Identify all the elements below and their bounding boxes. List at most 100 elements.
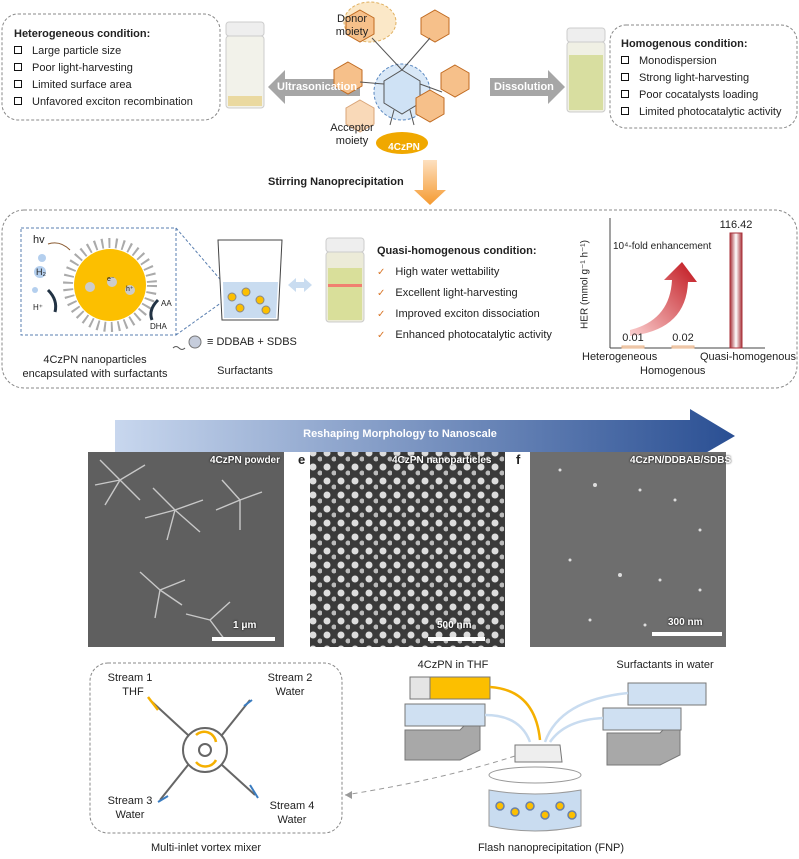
data-label: 0.02 — [672, 332, 694, 344]
4czpn-label: 4CzPN — [388, 142, 420, 153]
homogenous-box — [609, 24, 798, 129]
sem-surfactant-label: 4CzPN/DDBAB/SDBS — [630, 455, 732, 466]
list-item: ✓ Improved exciton dissociation — [377, 308, 540, 320]
data-label: 0.01 — [622, 332, 644, 344]
quasi-list: Quasi-homogenous condition: ✓ High water … — [377, 241, 552, 346]
aa-label: AA — [161, 299, 172, 308]
acceptor-label: Acceptor moiety — [330, 122, 374, 147]
4czpn-powder — [376, 132, 428, 154]
panel-f-label: f — [516, 452, 521, 467]
stream3-label: Stream 3 — [107, 795, 153, 807]
check-icon: ✓ — [377, 330, 386, 341]
stream2-solvent: Water — [275, 686, 305, 698]
sem-nanoparticles-scale: 500 nm — [437, 620, 472, 631]
list-item: ✓ Enhanced photocatalytic activity — [377, 329, 552, 341]
list-item: Unfavored exciton recombination — [14, 94, 193, 111]
heterogeneous-title: Heterogeneous condition: — [14, 28, 151, 40]
stirring-label: Stirring Nanoprecipitation — [268, 176, 404, 188]
nanoparticle — [32, 238, 160, 332]
square-bullet-icon — [14, 97, 22, 105]
stream4-solvent: Water — [277, 814, 307, 826]
vial-heterogeneous — [225, 21, 265, 109]
syringe-water-right1 — [627, 682, 707, 706]
hplus-label: H⁺ — [33, 303, 43, 312]
stream4-label: Stream 4 — [269, 800, 315, 812]
list-item: ✓ High water wettability — [377, 266, 500, 278]
donor-label: Donor moiety — [335, 13, 369, 38]
surfactant-icon — [172, 335, 202, 350]
enhancement-arrow — [630, 262, 697, 336]
sem-powder-label: 4CzPN powder — [210, 455, 281, 466]
list-item: Limited surface area — [14, 77, 193, 94]
dha-label: DHA — [150, 322, 167, 331]
list-item: Poor light-harvesting — [14, 60, 193, 77]
list-item: Poor cocatalysts loading — [621, 87, 781, 104]
vial-quasi — [325, 237, 365, 323]
quasi-title: Quasi-homogenous condition: — [377, 245, 537, 257]
stream1-label: Stream 1 — [107, 672, 153, 684]
hv-label: hv — [33, 234, 45, 246]
check-icon: ✓ — [377, 267, 386, 278]
category-label: Quasi-homogenous — [700, 351, 797, 363]
square-bullet-icon — [621, 73, 629, 81]
heterogeneous-list: Heterogeneous condition: Large particle … — [14, 26, 193, 111]
sem-surfactant — [530, 452, 726, 647]
square-bullet-icon — [621, 56, 629, 64]
homogenous-list: Homogenous condition: Monodispersion Str… — [621, 36, 781, 121]
surfactant-legend: ≡ DDBAB + SDBS — [207, 336, 297, 348]
4czpn-molecule — [333, 1, 470, 133]
category-label: Homogenous — [640, 365, 706, 377]
equilibrium-arrow — [288, 278, 312, 292]
reshaping-label: Reshaping Morphology to Nanoscale — [303, 428, 497, 440]
stream1-solvent: THF — [122, 686, 144, 698]
fnp-caption: Flash nanoprecipitation (FNP) — [477, 842, 625, 854]
check-icon: ✓ — [377, 288, 386, 299]
mixer-caption: Multi-inlet vortex mixer — [150, 842, 262, 854]
syringe-water-right2 — [602, 707, 682, 731]
stirring-arrow — [414, 160, 446, 205]
list-item: Monodispersion — [621, 53, 781, 70]
homogenous-title: Homogenous condition: — [621, 38, 748, 50]
nanoparticle-caption-2: encapsulated with surfactants — [22, 368, 168, 380]
mixer-box — [89, 662, 343, 834]
data-label: 116.42 — [719, 219, 753, 231]
surfactant-caption: Surfactants — [217, 365, 273, 377]
panel-e-label: e — [298, 452, 306, 467]
square-bullet-icon — [14, 63, 22, 71]
fnp-left-label: 4CzPN in THF — [417, 659, 489, 671]
list-item: Strong light-harvesting — [621, 70, 781, 87]
chart-ylabel: HER (mmol g⁻¹ h⁻¹) — [579, 240, 591, 329]
chart-annotation: 10⁴-fold enhancement — [613, 241, 712, 252]
list-item: Limited photocatalytic activity — [621, 104, 781, 121]
bar-homogenous — [671, 345, 695, 349]
quasi-box — [1, 209, 798, 389]
category-label: Heterogeneous — [582, 351, 658, 363]
dashed-return-arrow — [344, 755, 516, 796]
list-item: Large particle size — [14, 43, 193, 60]
dissolution-label: Dissolution — [494, 81, 554, 93]
dissolution-arrow — [490, 70, 565, 104]
sem-powder — [88, 452, 284, 647]
sem-nanoparticles-label: 4CzPN nanoparticles — [392, 455, 492, 466]
her-chart — [609, 218, 765, 349]
sem-nanoparticles — [310, 452, 505, 647]
h2-label: H₂ — [36, 267, 46, 277]
ultrasonication-label: Ultrasonication — [277, 81, 358, 93]
nanoparticle-inset — [20, 227, 177, 336]
electron-label: e⁻ — [107, 276, 115, 283]
bar-heterogeneous — [621, 345, 645, 349]
square-bullet-icon — [621, 107, 629, 115]
nanoparticle-caption-1: 4CzPN nanoparticles — [43, 354, 147, 366]
square-bullet-icon — [621, 90, 629, 98]
vial-homogenous — [566, 27, 606, 113]
square-bullet-icon — [14, 80, 22, 88]
beaker — [217, 239, 283, 321]
bar-quasi-homogenous — [729, 232, 743, 349]
syringe-water-left — [404, 703, 486, 727]
fnp-right-label: Surfactants in water — [616, 659, 714, 671]
fnp-apparatus — [344, 676, 707, 832]
ultrasonication-arrow — [268, 70, 360, 104]
hole-label: h⁺ — [126, 286, 134, 293]
